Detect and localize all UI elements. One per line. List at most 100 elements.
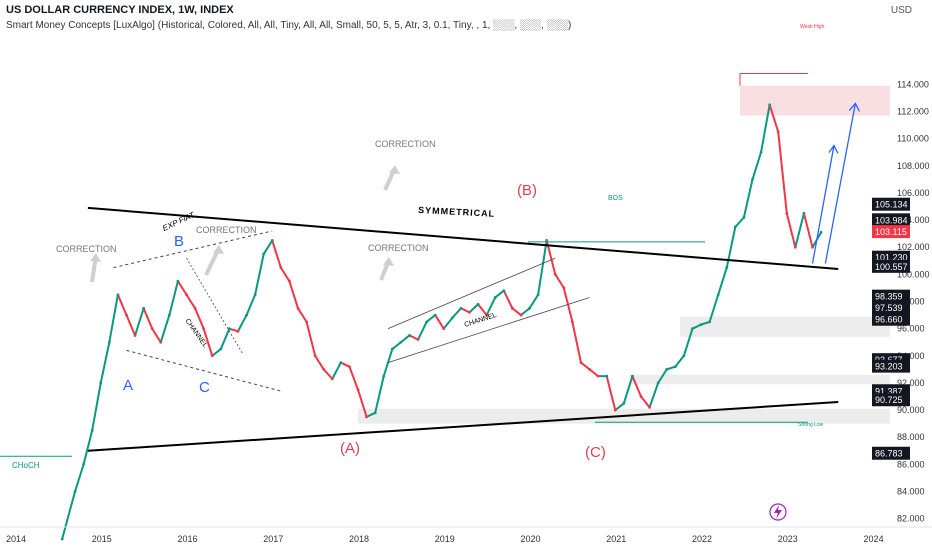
price-segment [159,314,171,343]
price-point [605,374,609,378]
price-segment [502,290,514,309]
demand-zone-1 [680,316,890,337]
price-segment [614,402,625,411]
price-segment [605,375,617,411]
price-tag [872,359,910,373]
price-point [373,411,377,415]
price-point [133,334,137,337]
correction-arrowhead [90,253,101,262]
supply-demand-zones [0,73,890,457]
price-segment [622,375,634,404]
price-segment [151,328,162,343]
price-segment [528,294,539,309]
price-segment [460,307,470,314]
price-point [502,289,506,293]
wave-a-label: A [123,377,133,394]
price-segment [177,280,188,296]
time-axis: 2014 2015 2016 2017 2018 2019 2020 2021 2022 2023… [0,526,932,544]
price-segment [785,213,797,248]
indicator-legend[interactable]: Smart Money Concepts [LuxAlgo] (Historic… [6,20,572,31]
symmetrical-upper-line [87,206,839,270]
price-tag-text: 103.115 [875,227,907,237]
weak-high-label: Weak High [800,24,825,30]
price-segment [288,280,299,309]
price-segment [331,362,342,380]
x-tick-label: 2017 [263,534,283,544]
price-point [227,327,231,331]
correction-label-1: CORRECTION [56,244,117,254]
price-segment [511,307,522,316]
price-point [476,302,480,306]
price-segment [400,334,411,344]
price-point [656,381,660,385]
price-point [759,150,763,154]
lightning-icon[interactable] [769,503,787,521]
price-point [528,306,531,310]
price-point [270,239,274,242]
y-tick-label: 88.000 [897,432,925,442]
price-segment [61,491,76,540]
price-segment [409,334,419,341]
price-segment [74,464,85,492]
price-point [167,313,171,317]
price-segment [417,321,428,340]
price-point [442,327,446,331]
price-point [219,347,223,351]
price-segment [237,314,248,332]
price-segment [262,239,274,255]
price-point [519,313,523,317]
price-segment [116,294,128,316]
channel-lower [387,297,590,363]
price-segment [562,287,574,323]
price-segment [580,361,591,371]
demand-zone-2 [630,374,890,385]
choch-label: CHoCH [12,461,40,470]
y-tick-label: 90.000 [897,405,925,415]
price-point [390,347,394,351]
price-tag-text: 91.387 [875,386,903,396]
y-tick-label: 92.000 [897,378,925,388]
price-segment [297,307,308,323]
exp-flat-upper [113,230,273,269]
price-point [159,340,163,344]
price-segment [751,151,763,180]
price-segment [82,430,94,465]
price-point [90,429,94,432]
price-segment [657,368,668,384]
price-segment [219,328,231,350]
price-point [785,211,789,215]
price-point [202,327,206,331]
price-point [382,374,386,378]
y-tick-label: 110.000 [897,134,929,144]
price-point [60,537,64,541]
price-segment [108,294,119,343]
price-point [802,211,806,215]
price-segment [494,289,505,299]
price-point [733,225,737,229]
price-segment [442,317,454,330]
correction-arrowhead [389,165,400,174]
price-point [742,215,746,219]
price-segment [768,104,780,133]
price-point [416,338,420,341]
correction-label-3: CORRECTION [375,139,436,149]
price-tag [872,225,910,239]
price-segment [434,314,445,330]
price-point [296,306,300,310]
price-segment [520,307,531,316]
price-tag-text: 97.539 [875,303,903,313]
price-point [322,367,326,371]
x-tick-label: 2020 [521,534,541,544]
price-point [699,323,703,326]
price-segment [588,368,599,377]
price-point [399,340,403,344]
price-tag-text: 101.230 [875,253,908,263]
price-point [811,245,814,249]
price-segment [666,365,676,371]
price-point [648,405,651,409]
x-tick-label: 2021 [606,534,626,544]
price-point [613,408,617,412]
price-segment [692,323,702,330]
